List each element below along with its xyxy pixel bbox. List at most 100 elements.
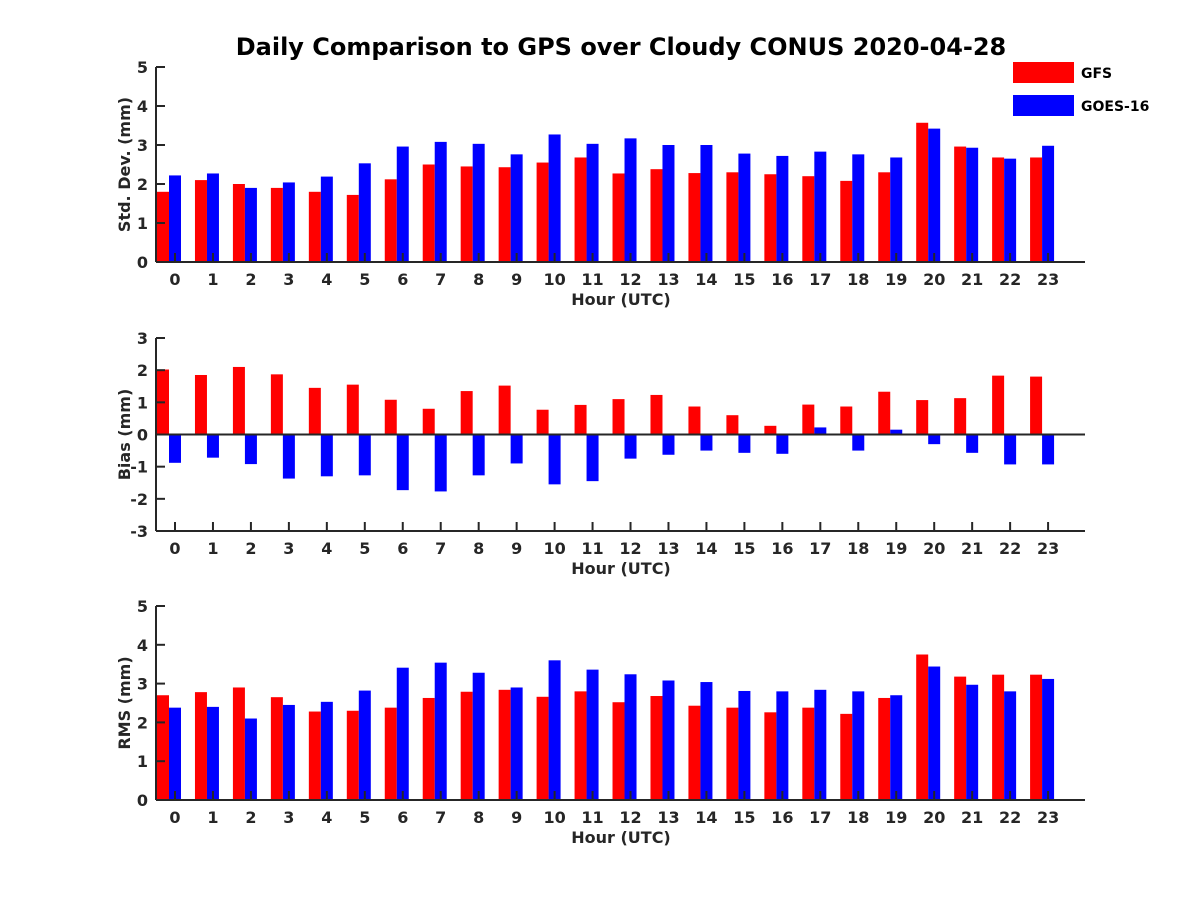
x-tick-label: 8 (473, 539, 484, 558)
bar-gfs-4 (308, 711, 321, 800)
x-tick-label: 14 (695, 539, 717, 558)
y-tick-label: 2 (137, 361, 148, 380)
bar-goes16-11 (586, 434, 599, 482)
bar-goes16-19 (890, 157, 903, 262)
y-tick-label: -2 (130, 490, 148, 509)
y-tick-label: 1 (137, 393, 148, 412)
y-tick-label: 4 (137, 636, 148, 655)
x-tick-label: 7 (435, 270, 446, 289)
y-tick-label: 4 (137, 97, 148, 116)
x-tick-label: 16 (771, 270, 793, 289)
bar-gfs-13 (650, 394, 663, 435)
x-tick-label: 8 (473, 808, 484, 827)
bar-gfs-7 (422, 408, 435, 435)
bar-gfs-10 (536, 409, 549, 435)
y-axis-label: RMS (mm) (115, 656, 134, 749)
x-tick-label: 22 (999, 270, 1021, 289)
x-tick-label: 2 (245, 808, 256, 827)
bar-goes16-5 (358, 163, 371, 262)
bar-gfs-13 (650, 169, 663, 262)
x-tick-label: 5 (359, 539, 370, 558)
y-tick-label: 2 (137, 175, 148, 194)
bar-gfs-7 (422, 697, 435, 800)
bar-gfs-3 (270, 374, 283, 435)
x-tick-label: 22 (999, 539, 1021, 558)
chart-title: Daily Comparison to GPS over Cloudy CONU… (236, 33, 1007, 61)
bar-goes16-16 (776, 434, 789, 454)
x-tick-label: 17 (809, 808, 831, 827)
bar-goes16-10 (548, 134, 561, 262)
x-tick-label: 11 (581, 808, 603, 827)
x-tick-label: 18 (847, 808, 869, 827)
bar-goes16-21 (966, 434, 979, 453)
bar-goes16-3 (282, 182, 295, 262)
x-tick-label: 11 (581, 539, 603, 558)
bar-goes16-15 (738, 690, 751, 800)
x-tick-label: 15 (733, 808, 755, 827)
x-tick-label: 5 (359, 808, 370, 827)
bar-goes16-3 (282, 704, 295, 800)
bar-gfs-14 (688, 173, 701, 262)
x-tick-label: 13 (657, 270, 679, 289)
bar-gfs-3 (270, 187, 283, 262)
x-tick-label: 20 (923, 270, 945, 289)
bar-gfs-17 (802, 404, 815, 435)
x-tick-label: 15 (733, 270, 755, 289)
bar-gfs-11 (574, 157, 587, 262)
bar-goes16-16 (776, 155, 789, 262)
y-axis-label: Std. Dev. (mm) (115, 97, 134, 232)
bar-gfs-1 (194, 180, 207, 262)
bar-gfs-2 (232, 184, 245, 262)
bar-goes16-6 (396, 146, 409, 262)
bar-goes16-17 (814, 689, 827, 800)
legend-swatch-gfs (1013, 62, 1074, 83)
x-tick-label: 0 (169, 270, 180, 289)
bar-goes16-22 (1004, 158, 1017, 262)
x-tick-label: 19 (885, 539, 907, 558)
bar-goes16-3 (282, 434, 295, 479)
x-tick-label: 17 (809, 270, 831, 289)
bar-goes16-22 (1004, 691, 1017, 800)
bar-gfs-9 (498, 689, 511, 800)
bar-gfs-6 (384, 179, 397, 262)
bar-gfs-16 (764, 174, 777, 262)
bar-gfs-8 (460, 391, 473, 435)
bar-goes16-5 (358, 690, 371, 800)
bar-gfs-17 (802, 176, 815, 262)
legend-label-gfs: GFS (1081, 66, 1112, 82)
x-tick-label: 23 (1037, 808, 1059, 827)
x-tick-label: 6 (397, 270, 408, 289)
bar-gfs-23 (1030, 376, 1043, 435)
bar-gfs-11 (574, 404, 587, 435)
x-tick-label: 21 (961, 270, 983, 289)
legend-swatch-goes16 (1013, 95, 1074, 116)
x-tick-label: 9 (511, 270, 522, 289)
bar-gfs-5 (346, 194, 359, 262)
bar-goes16-17 (814, 151, 827, 262)
bar-goes16-21 (966, 147, 979, 262)
x-tick-label: 6 (397, 808, 408, 827)
bar-goes16-8 (472, 143, 485, 262)
x-axis-label: Hour (UTC) (571, 559, 671, 578)
x-tick-label: 20 (923, 539, 945, 558)
x-tick-label: 23 (1037, 539, 1059, 558)
bar-goes16-20 (928, 434, 941, 445)
bar-goes16-1 (206, 434, 219, 458)
bar-gfs-9 (498, 167, 511, 262)
bar-gfs-8 (460, 166, 473, 262)
x-tick-label: 3 (283, 270, 294, 289)
legend: GFS GOES-16 (1013, 62, 1149, 116)
x-tick-label: 4 (321, 270, 332, 289)
bar-gfs-10 (536, 696, 549, 800)
x-tick-label: 7 (435, 539, 446, 558)
x-tick-label: 3 (283, 539, 294, 558)
x-tick-label: 18 (847, 270, 869, 289)
bar-gfs-12 (612, 702, 625, 800)
bar-goes16-14 (700, 434, 713, 451)
bar-goes16-0 (169, 707, 181, 800)
x-tick-label: 6 (397, 539, 408, 558)
x-tick-label: 5 (359, 270, 370, 289)
y-axis-label: Bias (mm) (115, 389, 134, 481)
